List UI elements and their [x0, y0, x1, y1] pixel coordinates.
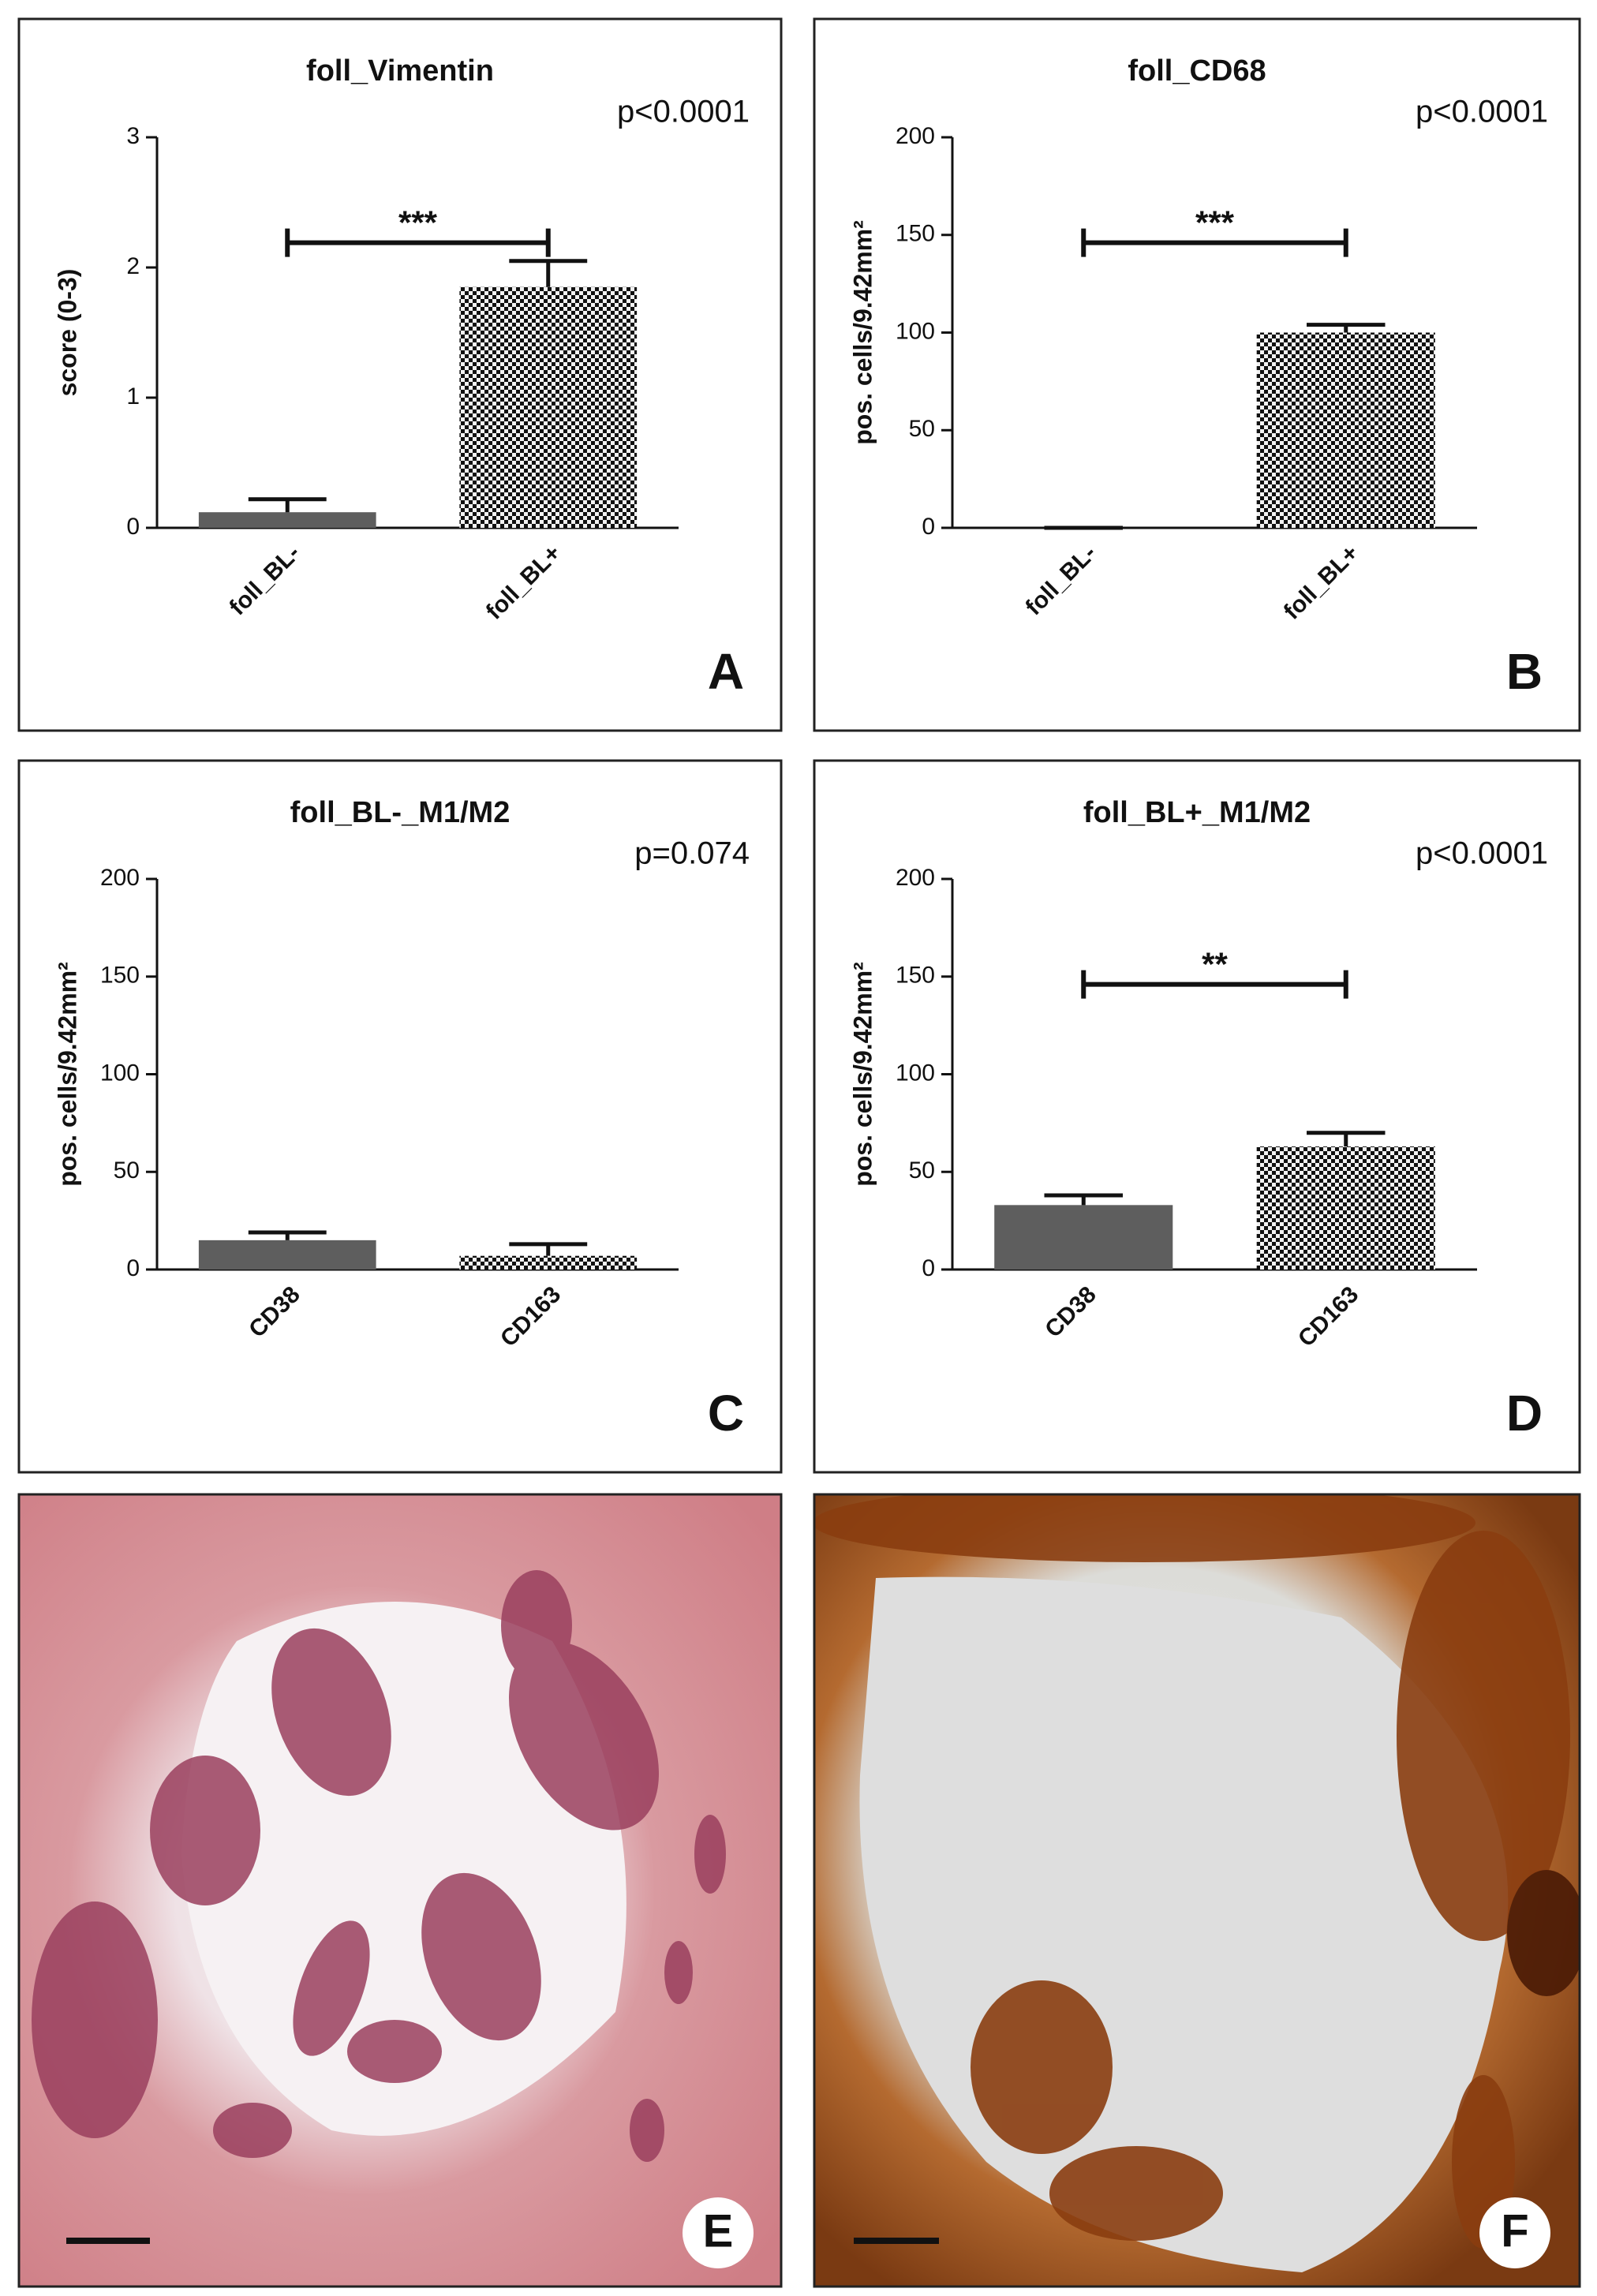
- error-bar: [248, 1230, 327, 1240]
- bar: [459, 286, 638, 528]
- y-tick-label: 100: [896, 318, 935, 344]
- panel-letter: A: [708, 643, 744, 700]
- y-tick-label: 150: [896, 963, 935, 989]
- y-tick-label: 150: [896, 221, 935, 247]
- panel-letter: B: [1506, 643, 1543, 700]
- micrograph-f: F: [814, 1494, 1580, 2287]
- x-tick-label: foll_BL+: [1279, 540, 1364, 625]
- significance-stars: **: [1202, 946, 1228, 983]
- panel-letter: C: [708, 1385, 744, 1442]
- x-tick-label: foll_BL-: [225, 540, 305, 620]
- bar: [1256, 332, 1435, 528]
- x-tick-label: CD163: [496, 1281, 566, 1352]
- chart-title: foll_CD68: [1128, 54, 1266, 88]
- significance-bracket: [285, 228, 551, 257]
- panel-frame: [17, 759, 783, 1474]
- bar: [994, 1205, 1173, 1270]
- panel-frame: [813, 17, 1581, 732]
- micrograph-e: E: [19, 1494, 781, 2287]
- p-value: p<0.0001: [1416, 95, 1548, 129]
- panel-frame: [17, 17, 783, 732]
- y-tick-label: 0: [922, 1255, 935, 1281]
- panel-letter: D: [1506, 1385, 1543, 1442]
- x-tick-label: CD38: [1040, 1281, 1101, 1343]
- error-bar: [248, 497, 327, 513]
- y-tick-label: 50: [909, 1157, 935, 1184]
- p-value: p=0.074: [634, 836, 750, 871]
- y-tick-label: 0: [126, 514, 140, 540]
- significance-bracket: [1081, 970, 1348, 999]
- y-tick-label: 0: [922, 514, 935, 540]
- significance-stars: ***: [398, 204, 438, 241]
- panel-frame: [813, 1493, 1581, 2288]
- error-bar: [1307, 323, 1386, 333]
- error-bar: [509, 1242, 588, 1256]
- y-tick-label: 3: [126, 123, 140, 149]
- panel-frame: [813, 759, 1581, 1474]
- panel-frame: [17, 1493, 783, 2288]
- y-axis-label: pos. cells/9.42mm²: [848, 220, 877, 445]
- y-axis-label: pos. cells/9.42mm²: [53, 962, 81, 1187]
- y-tick-label: 200: [100, 865, 140, 891]
- significance-stars: ***: [1195, 204, 1235, 241]
- y-tick-label: 50: [114, 1157, 140, 1184]
- panel-letter: F: [1501, 2205, 1528, 2257]
- error-bar: [1044, 1193, 1123, 1206]
- y-axis-label: score (0-3): [53, 269, 81, 397]
- y-tick-label: 150: [100, 963, 140, 989]
- y-tick-label: 100: [100, 1060, 140, 1086]
- bar: [198, 1240, 376, 1270]
- x-tick-label: CD163: [1293, 1281, 1363, 1352]
- x-tick-label: foll_BL+: [481, 540, 567, 625]
- y-tick-label: 1: [126, 383, 140, 409]
- bar: [198, 512, 376, 528]
- x-tick-label: foll_BL-: [1021, 540, 1101, 620]
- error-bar: [1307, 1131, 1386, 1147]
- y-tick-label: 2: [126, 253, 140, 279]
- chart-title: foll_BL+_M1/M2: [1083, 796, 1311, 829]
- y-tick-label: 100: [896, 1060, 935, 1086]
- error-bar: [509, 259, 588, 287]
- y-tick-label: 200: [896, 865, 935, 891]
- panel-letter: E: [703, 2205, 734, 2257]
- y-tick-label: 200: [896, 123, 935, 149]
- bar: [1256, 1146, 1435, 1270]
- p-value: p<0.0001: [617, 95, 750, 129]
- y-tick-label: 50: [909, 416, 935, 442]
- x-tick-label: CD38: [244, 1281, 305, 1343]
- chart-title: foll_Vimentin: [306, 54, 494, 88]
- y-axis-label: pos. cells/9.42mm²: [848, 962, 877, 1187]
- p-value: p<0.0001: [1416, 836, 1548, 871]
- chart-title: foll_BL-_M1/M2: [290, 796, 511, 829]
- significance-bracket: [1081, 228, 1348, 257]
- y-tick-label: 0: [126, 1255, 140, 1281]
- bar: [459, 1255, 638, 1270]
